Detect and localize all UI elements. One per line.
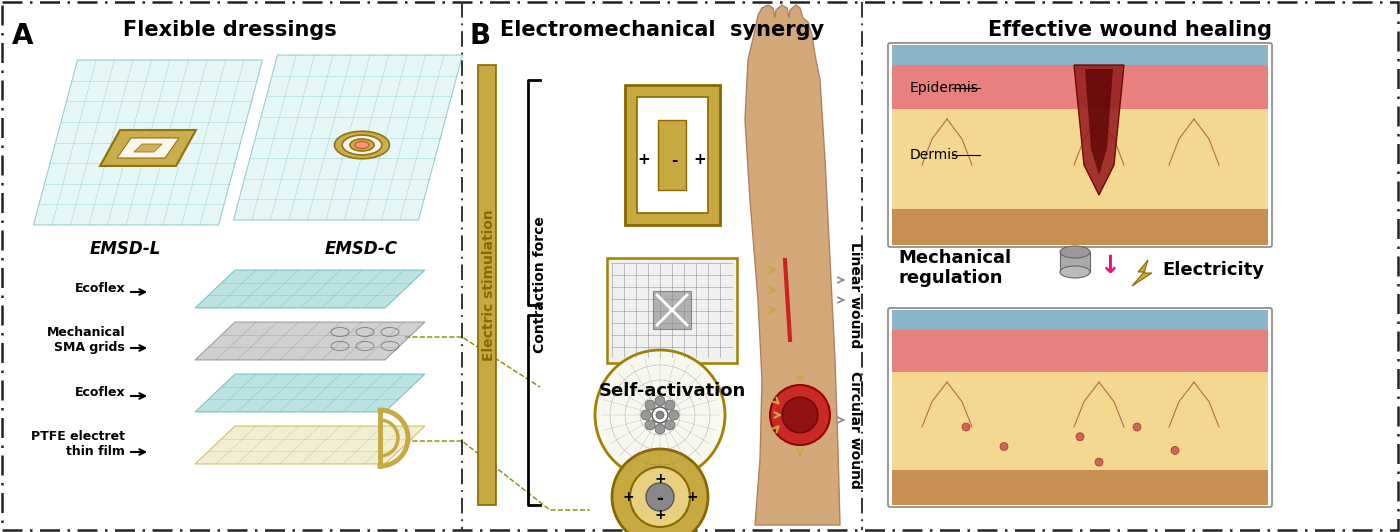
Text: Self-activation: Self-activation xyxy=(598,382,746,400)
Ellipse shape xyxy=(342,135,382,155)
Circle shape xyxy=(770,385,830,445)
Text: +: + xyxy=(637,153,651,168)
Circle shape xyxy=(1000,443,1008,451)
Text: A: A xyxy=(13,22,34,50)
Polygon shape xyxy=(195,426,426,464)
Ellipse shape xyxy=(350,139,374,151)
Text: +: + xyxy=(654,472,666,486)
Circle shape xyxy=(1133,423,1141,431)
FancyBboxPatch shape xyxy=(888,308,1273,507)
Circle shape xyxy=(645,420,655,430)
Text: Contraction force: Contraction force xyxy=(533,217,547,353)
Polygon shape xyxy=(745,5,840,525)
Circle shape xyxy=(652,407,668,423)
Text: ↓: ↓ xyxy=(1099,254,1120,278)
Text: EMSD-C: EMSD-C xyxy=(325,240,398,258)
Circle shape xyxy=(641,410,651,420)
Ellipse shape xyxy=(335,131,389,159)
Bar xyxy=(477,65,496,505)
Text: Circular wound: Circular wound xyxy=(848,371,862,489)
Circle shape xyxy=(665,400,675,410)
Polygon shape xyxy=(195,374,426,412)
Text: Electric stimulation: Electric stimulation xyxy=(482,209,496,361)
Circle shape xyxy=(645,400,655,410)
Polygon shape xyxy=(99,130,196,166)
Bar xyxy=(892,329,1268,372)
Circle shape xyxy=(655,424,665,434)
Circle shape xyxy=(612,449,708,532)
Circle shape xyxy=(595,350,725,480)
Bar xyxy=(608,258,736,363)
Polygon shape xyxy=(34,60,263,225)
Bar xyxy=(892,209,1268,245)
Text: Linear wound: Linear wound xyxy=(848,242,862,348)
Bar xyxy=(624,85,720,225)
Text: Ecoflex: Ecoflex xyxy=(74,281,125,295)
Bar xyxy=(637,97,708,213)
Bar xyxy=(892,310,1268,329)
Bar xyxy=(892,45,1268,65)
Text: Mechanical
regulation: Mechanical regulation xyxy=(897,248,1011,287)
Circle shape xyxy=(669,410,679,420)
Polygon shape xyxy=(195,270,426,308)
Polygon shape xyxy=(134,144,162,152)
Circle shape xyxy=(645,483,673,511)
Text: Dermis: Dermis xyxy=(910,148,959,162)
Circle shape xyxy=(1077,433,1084,440)
Text: +: + xyxy=(654,508,666,522)
Text: Effective wound healing: Effective wound healing xyxy=(988,20,1273,40)
Circle shape xyxy=(630,467,690,527)
Circle shape xyxy=(783,397,818,433)
FancyBboxPatch shape xyxy=(888,43,1273,247)
Bar xyxy=(892,109,1268,209)
Text: +: + xyxy=(693,153,707,168)
Text: -: - xyxy=(657,490,664,508)
Ellipse shape xyxy=(1060,266,1091,278)
Bar xyxy=(1060,252,1091,272)
Text: Epidermis: Epidermis xyxy=(910,81,979,95)
Text: +: + xyxy=(622,490,634,504)
Polygon shape xyxy=(1085,69,1113,175)
Text: EMSD-L: EMSD-L xyxy=(90,240,161,258)
Bar xyxy=(652,291,692,329)
Polygon shape xyxy=(234,55,462,220)
Circle shape xyxy=(1095,458,1103,466)
Circle shape xyxy=(665,420,675,430)
Polygon shape xyxy=(1133,260,1152,286)
Bar xyxy=(658,120,686,190)
Circle shape xyxy=(657,411,664,419)
Polygon shape xyxy=(1074,65,1124,195)
Text: Flexible dressings: Flexible dressings xyxy=(123,20,337,40)
Polygon shape xyxy=(118,138,179,158)
Circle shape xyxy=(962,423,970,431)
Text: PTFE electret
thin film: PTFE electret thin film xyxy=(31,430,125,458)
Text: B: B xyxy=(470,22,491,50)
Text: +: + xyxy=(686,490,697,504)
Bar xyxy=(892,65,1268,109)
Bar xyxy=(892,372,1268,470)
Text: -: - xyxy=(671,153,678,168)
Bar xyxy=(892,470,1268,505)
Text: Electricity: Electricity xyxy=(1162,261,1264,279)
Polygon shape xyxy=(195,322,426,360)
Ellipse shape xyxy=(356,142,370,148)
Circle shape xyxy=(655,396,665,406)
Ellipse shape xyxy=(1060,246,1091,258)
Text: Electromechanical  synergy: Electromechanical synergy xyxy=(500,20,825,40)
Circle shape xyxy=(1170,446,1179,454)
Text: Mechanical
SMA grids: Mechanical SMA grids xyxy=(46,326,125,354)
Text: Ecoflex: Ecoflex xyxy=(74,386,125,398)
